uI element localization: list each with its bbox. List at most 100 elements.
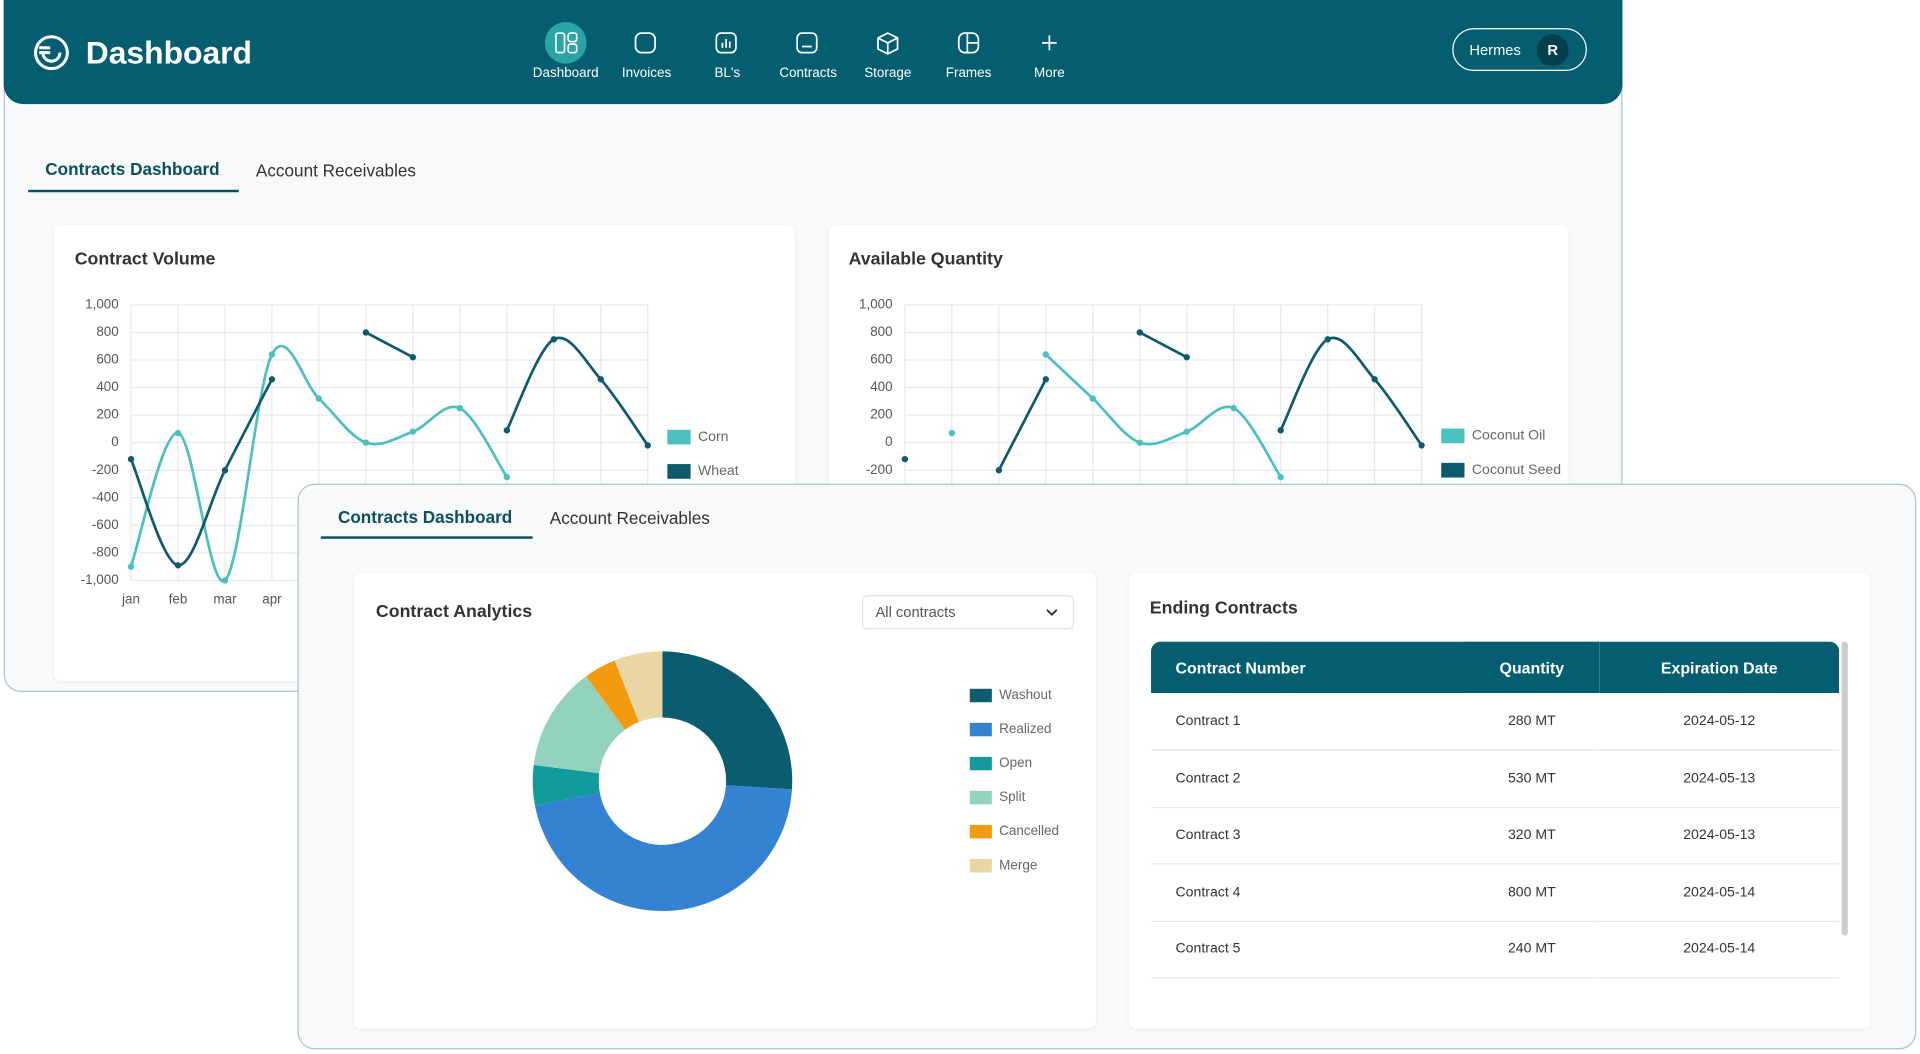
point — [901, 456, 909, 463]
tab-underline — [320, 536, 533, 539]
point — [221, 577, 229, 584]
column-header: Expiration Date — [1660, 658, 1778, 677]
card-title: Contract Analytics — [375, 602, 533, 623]
table-cell: 2024-05-13 — [1599, 806, 1840, 865]
point — [221, 467, 229, 474]
tab[interactable]: Account Receivables — [255, 160, 417, 181]
card-title: Ending Contracts — [1149, 598, 1298, 619]
point — [1136, 439, 1143, 446]
table-row[interactable]: Contract 1 280 MT 2024-05-12 — [1151, 693, 1840, 751]
point — [644, 442, 651, 449]
point — [1277, 427, 1284, 434]
point — [1136, 329, 1143, 336]
header: Dashboard Dashboard Invoices BL's Contra… — [3, 0, 1623, 105]
nav-item[interactable]: Frames — [946, 65, 992, 80]
point — [268, 351, 276, 358]
point — [1418, 442, 1425, 449]
nav-item[interactable]: Contracts — [779, 65, 837, 80]
table-cell: Contract 5 — [1151, 920, 1465, 979]
point — [409, 354, 417, 361]
tab-underline — [28, 189, 239, 193]
point — [1183, 428, 1190, 435]
legend-label: Wheat — [698, 462, 739, 478]
table-cell: 320 MT — [1464, 806, 1600, 865]
scrollbar[interactable] — [1841, 641, 1848, 936]
y-tick-label: 800 — [96, 324, 118, 339]
y-tick-label: 1,000 — [85, 296, 119, 311]
table-cell: 800 MT — [1464, 863, 1600, 922]
legend-label: Coconut Seed — [1472, 461, 1561, 477]
nav-item[interactable]: Storage — [864, 65, 911, 80]
point — [948, 429, 956, 437]
legend-swatch — [1441, 428, 1465, 444]
point — [362, 439, 370, 446]
tab[interactable]: Contracts Dashboard — [45, 159, 220, 179]
point — [503, 427, 511, 434]
point — [362, 329, 370, 336]
y-tick-label: 1,000 — [859, 296, 893, 311]
user-menu[interactable]: Hermes R — [1452, 28, 1587, 72]
y-tick-label: -800 — [92, 544, 119, 559]
logo — [33, 35, 69, 71]
y-tick-label: 800 — [870, 324, 892, 339]
point — [1277, 473, 1284, 481]
y-tick-label: 400 — [96, 379, 118, 394]
y-tick-label: 600 — [96, 352, 118, 367]
table-row[interactable]: Contract 2 530 MT 2024-05-13 — [1151, 750, 1840, 808]
point — [503, 473, 511, 481]
table-cell: 2024-05-13 — [1599, 750, 1840, 808]
nav-item[interactable]: Invoices — [622, 65, 672, 80]
x-tick-label: mar — [213, 592, 237, 607]
point — [174, 562, 182, 569]
line — [997, 331, 1423, 471]
column-header: Quantity — [1499, 658, 1565, 677]
y-tick-label: -600 — [92, 517, 119, 532]
nav: Dashboard Invoices BL's Contracts Storag… — [533, 22, 1065, 80]
table-cell: 280 MT — [1464, 693, 1600, 751]
line — [1044, 353, 1282, 478]
card: Contract Analytics All contracts — [353, 573, 1096, 1029]
table-cell: Contract 4 — [1151, 863, 1465, 922]
table-cell: Contract 2 — [1151, 750, 1465, 808]
point — [456, 405, 464, 412]
legend-swatch — [667, 429, 691, 445]
legend-swatch — [667, 464, 691, 479]
card-title: Available Quantity — [848, 249, 1003, 270]
dropdown-value: All contracts — [875, 603, 956, 621]
nav-item[interactable]: Dashboard — [533, 65, 599, 80]
y-tick-label: 400 — [870, 379, 892, 394]
y-tick-label: 600 — [870, 352, 892, 367]
point — [597, 376, 604, 383]
table-header: Contract Number Quantity Expiration Date — [1151, 641, 1840, 694]
y-tick-label: -1,000 — [81, 572, 119, 587]
point — [127, 563, 135, 570]
user-name: Hermes — [1469, 41, 1521, 59]
table-row[interactable]: Contract 5 240 MT 2024-05-14 — [1151, 920, 1840, 979]
y-tick-label: 0 — [885, 434, 892, 449]
x-tick-label: jan — [121, 592, 140, 607]
point — [1042, 376, 1050, 383]
table-row[interactable]: Contract 3 320 MT 2024-05-13 — [1151, 806, 1840, 865]
point — [1324, 336, 1331, 343]
point — [127, 456, 135, 463]
y-tick-label: -200 — [866, 462, 893, 477]
app-title: Dashboard — [85, 34, 253, 72]
legend-swatch — [1441, 462, 1465, 478]
nav-item[interactable]: BL's — [714, 65, 740, 80]
y-tick-label: -200 — [92, 462, 119, 477]
table-cell: 530 MT — [1464, 750, 1600, 808]
point — [1230, 405, 1237, 412]
point — [1371, 376, 1378, 383]
tab[interactable]: Account Receivables — [549, 508, 710, 528]
nav-item[interactable]: More — [1034, 65, 1065, 80]
line — [129, 344, 508, 583]
table-cell: 2024-05-14 — [1599, 863, 1840, 922]
table-cell: 2024-05-14 — [1599, 920, 1840, 979]
point — [550, 336, 557, 343]
tab[interactable]: Contracts Dashboard — [337, 506, 513, 527]
table-row[interactable]: Contract 4 800 MT 2024-05-14 — [1151, 863, 1840, 922]
point — [1042, 351, 1050, 358]
dropdown[interactable]: All contracts — [862, 595, 1074, 630]
